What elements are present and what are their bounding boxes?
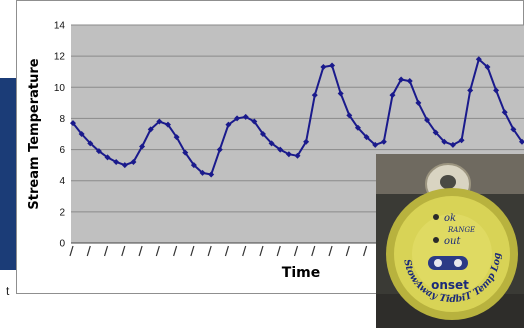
data-point [372, 141, 379, 148]
data-point [147, 126, 154, 133]
data-point [242, 113, 249, 120]
data-point [121, 162, 128, 169]
data-point [87, 140, 94, 147]
device-label-out: out [444, 236, 461, 247]
data-point [199, 169, 206, 176]
data-point [216, 146, 223, 153]
x-tick-mark [207, 245, 212, 257]
data-point [156, 118, 163, 125]
grid-lines [71, 24, 524, 213]
x-tick-mark [103, 245, 109, 257]
data-point [415, 99, 422, 106]
x-tick-mark [173, 245, 178, 257]
tidbit-logger-image: StowAway TidbiT Temp Logger ok RANGE out… [376, 154, 524, 328]
x-axis-title: Time [282, 265, 320, 281]
x-tick-mark [190, 245, 195, 257]
x-tick-mark [276, 245, 281, 257]
x-tick-mark [293, 245, 299, 257]
data-point [173, 134, 180, 141]
data-point [467, 87, 474, 94]
data-point [113, 159, 120, 166]
data-point [268, 140, 275, 147]
data-point [277, 146, 284, 153]
data-point [320, 64, 327, 71]
x-tick-mark [224, 245, 229, 257]
x-tick-mark [345, 245, 350, 257]
x-tick-mark [121, 245, 126, 257]
y-tick-label: 10 [54, 83, 66, 94]
data-point [95, 148, 102, 155]
data-point [225, 121, 232, 128]
data-point [337, 90, 344, 97]
data-point [285, 151, 292, 158]
data-point [104, 154, 111, 161]
data-point [329, 62, 336, 69]
data-point [449, 141, 456, 148]
data-point [363, 134, 370, 141]
left-blue-strip [0, 78, 16, 270]
data-point [380, 138, 387, 145]
data-point [164, 121, 171, 128]
data-point [424, 116, 431, 123]
series-temperature [70, 56, 524, 178]
data-point [234, 115, 241, 122]
logger-photo: StowAway TidbiT Temp Logger ok RANGE out… [376, 154, 524, 328]
y-tick-label: 8 [59, 114, 65, 125]
data-point [501, 109, 508, 116]
y-tick-labels: 0 2 4 6 8 10 12 14 [54, 21, 66, 250]
data-point [354, 124, 361, 131]
data-point [70, 120, 76, 127]
x-tick-mark [86, 245, 91, 257]
device-label-ok: ok [444, 213, 456, 224]
data-point [303, 138, 310, 145]
data-point [182, 149, 189, 156]
data-point [432, 129, 439, 136]
y-tick-label: 6 [59, 145, 65, 156]
x-tick-mark [155, 245, 160, 257]
x-tick-mark [311, 245, 316, 257]
data-point [484, 64, 491, 71]
data-point [311, 92, 318, 99]
x-tick-mark [242, 245, 247, 257]
y-tick-label: 0 [59, 239, 65, 250]
data-point [475, 56, 482, 63]
x-tick-mark [69, 245, 74, 257]
device-label-range: RANGE [447, 226, 475, 234]
data-point [458, 137, 465, 144]
device-brand: onset [431, 278, 469, 292]
y-tick-label: 14 [54, 21, 66, 32]
y-tick-label: 4 [59, 176, 65, 187]
data-point [406, 78, 413, 85]
x-tick-mark [259, 245, 264, 257]
y-tick-label: 2 [59, 207, 65, 218]
temperature-chart: 0 2 4 6 8 10 12 14 Stream Temperature Time [27, 21, 524, 281]
data-point [389, 92, 396, 99]
data-point [259, 131, 266, 137]
x-tick-mark [363, 245, 368, 257]
data-point [78, 131, 85, 137]
data-point [190, 162, 197, 169]
stray-letter: t [6, 284, 10, 298]
data-point [294, 152, 301, 159]
y-axis-title: Stream Temperature [27, 58, 42, 209]
data-point [130, 159, 137, 166]
data-point [398, 76, 405, 83]
x-tick-mark [138, 245, 143, 257]
data-point [208, 171, 215, 178]
data-point [519, 138, 524, 145]
data-point [510, 126, 517, 133]
data-point [441, 138, 448, 145]
y-tick-label: 12 [54, 52, 66, 63]
data-point [251, 118, 258, 125]
x-tick-mark [328, 245, 333, 257]
data-point [139, 143, 146, 150]
data-point [493, 87, 500, 94]
data-point [346, 112, 353, 119]
